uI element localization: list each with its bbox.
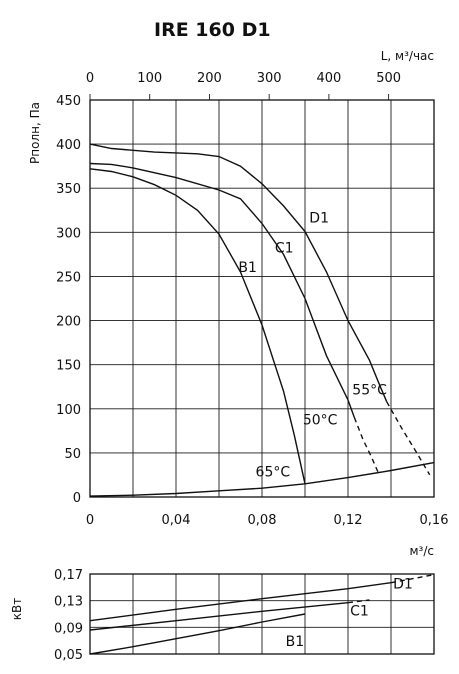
power-y-tick-label: 0,09 <box>54 621 83 636</box>
y-tick-label: 50 <box>64 447 81 462</box>
power-curve-label: C1 <box>350 603 369 619</box>
chart-title: IRE 160 D1 <box>154 19 271 41</box>
y-tick-label: 300 <box>56 226 81 241</box>
x-tick-label: 0,08 <box>248 513 277 528</box>
top-x-tick-label: 400 <box>316 71 341 86</box>
x-tick-label: 0 <box>86 513 94 528</box>
power-curve-label: D1 <box>393 577 413 593</box>
top-x-tick-label: 200 <box>197 71 222 86</box>
main-ticks: 0 50 100 150 200 250 300 350 400 450 0 0,04 0,08 0,12… <box>56 71 448 528</box>
y-tick-label: 350 <box>56 182 81 197</box>
y-tick-label: 200 <box>56 315 81 330</box>
power-curve-label: B1 <box>286 634 305 650</box>
d1-curve <box>89 143 388 402</box>
x-axis-label: м³/с <box>409 544 434 558</box>
y-tick-label: 0 <box>73 491 81 506</box>
plot-frame <box>89 99 435 498</box>
top-x-tick-label: 100 <box>137 71 162 86</box>
power-y-tick-label: 0,17 <box>54 568 83 583</box>
y-axis-label: Pполн, Па <box>28 102 42 164</box>
x-tick-label: 0,12 <box>334 513 363 528</box>
c1-power-curve <box>89 602 349 631</box>
power-grid: 0,05 0,09 0,13 0,17 <box>54 568 435 663</box>
y-tick-label: 100 <box>56 403 81 418</box>
curve-label: B1 <box>238 260 257 276</box>
top-x-tick-label: 300 <box>257 71 282 86</box>
b1-power-curve <box>89 613 306 655</box>
y-tick-label: 400 <box>56 138 81 153</box>
x-tick-label: 0,16 <box>420 513 449 528</box>
c1-power-curve-extension <box>347 599 370 604</box>
d1-power-curve-extension <box>390 574 435 584</box>
y-tick-label: 450 <box>56 94 81 109</box>
top-x-tick-label: 500 <box>376 71 401 86</box>
system-curve <box>89 461 435 497</box>
power-y-tick-label: 0,05 <box>54 648 83 663</box>
c1-curve-extension <box>353 417 379 473</box>
d1-power-curve <box>89 582 392 622</box>
c1-curve <box>89 162 356 418</box>
y-tick-label: 250 <box>56 270 81 285</box>
temperature-label: 65°C <box>256 465 291 481</box>
power-curves: D1 C1 B1 <box>89 574 435 655</box>
power-y-tick-label: 0,13 <box>54 595 83 610</box>
power-axis-label: кВт <box>10 598 24 620</box>
temperature-label: 55°C <box>352 383 387 399</box>
y-tick-label: 150 <box>56 359 81 374</box>
main-grid <box>89 99 435 498</box>
temperature-label: 50°C <box>303 413 338 429</box>
power-plot-frame <box>89 573 435 655</box>
top-x-axis-label: L, м³/час <box>381 49 434 63</box>
x-tick-label: 0,04 <box>162 513 191 528</box>
b1-curve <box>89 168 306 484</box>
main-curves: D1 C1 B1 55°C 50°C 65°C <box>89 143 435 497</box>
top-x-tick-label: 0 <box>86 71 94 86</box>
curve-label: D1 <box>309 211 329 227</box>
curve-label: C1 <box>275 241 294 257</box>
